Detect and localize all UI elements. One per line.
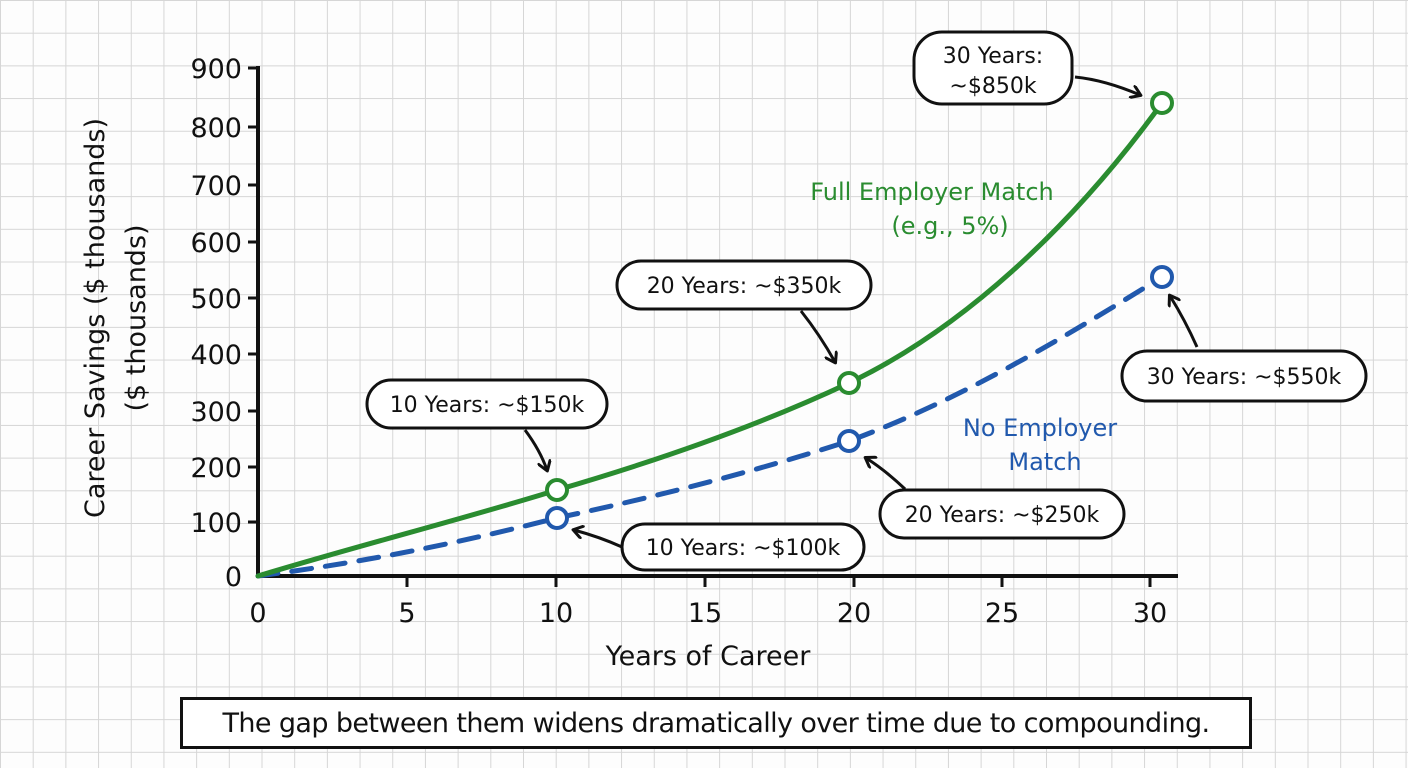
legend-no-match: No Employer Match xyxy=(963,414,1117,476)
callout-green-20: 20 Years: ~$350k xyxy=(615,259,873,362)
full-match-point-10 xyxy=(545,478,569,502)
y-tick-label: 400 xyxy=(190,340,242,371)
svg-text:10 Years: ~$100k: 10 Years: ~$100k xyxy=(646,536,841,561)
svg-text:30 Years: ~$550k: 30 Years: ~$550k xyxy=(1147,365,1342,390)
y-tick-label: 500 xyxy=(190,284,242,315)
svg-text:10 Years: ~$150k: 10 Years: ~$150k xyxy=(390,393,585,418)
no-match-label-line1: No Employer xyxy=(963,414,1117,442)
x-tick-label: 5 xyxy=(398,598,415,629)
callout-blue-20: 20 Years: ~$250k xyxy=(866,458,1126,540)
full-match-label-line1: Full Employer Match xyxy=(810,178,1054,206)
x-tick-label: 0 xyxy=(249,598,266,629)
arrow-icon xyxy=(523,429,547,470)
arrow-icon xyxy=(866,458,907,491)
svg-text:20 Years: ~$350k: 20 Years: ~$350k xyxy=(647,274,842,299)
x-ticks xyxy=(405,576,1152,587)
series-full-match xyxy=(255,91,1174,579)
full-match-label-line2: (e.g., 5%) xyxy=(891,212,1008,240)
y-tick-label: 300 xyxy=(190,397,242,428)
y-axis-title-line2: ($ thousands) xyxy=(121,224,152,411)
y-tick-label: 100 xyxy=(190,508,242,539)
callout-green-30: 30 Years: ~$850k xyxy=(912,30,1140,106)
no-match-point-10 xyxy=(545,506,569,530)
callout-blue-30: 30 Years: ~$550k xyxy=(1120,296,1368,403)
x-axis-title: Years of Career xyxy=(605,641,812,672)
x-tick-label: 10 xyxy=(539,598,573,629)
arrow-icon xyxy=(1074,75,1140,95)
no-match-point-20 xyxy=(837,429,861,453)
svg-text:20 Years: ~$250k: 20 Years: ~$250k xyxy=(905,503,1100,528)
svg-text:~$850k: ~$850k xyxy=(949,74,1036,99)
y-tick-label: 700 xyxy=(190,171,242,202)
x-tick-label: 20 xyxy=(837,598,871,629)
full-match-line xyxy=(255,100,1165,579)
y-tick-label: 600 xyxy=(190,228,242,259)
y-axis-title-line1: Career Savings ($ thousands) xyxy=(80,118,111,518)
full-match-point-30 xyxy=(1150,91,1174,115)
annotation-text: The gap between them widens dramatically… xyxy=(222,707,1210,739)
x-tick-label: 15 xyxy=(688,598,722,629)
y-tick-labels: 900 800 700 600 500 400 300 200 100 0 xyxy=(190,54,242,593)
axes: 900 800 700 600 500 400 300 200 100 0 0 … xyxy=(190,54,1178,672)
callout-green-10: 10 Years: ~$150k xyxy=(365,378,609,470)
arrow-icon xyxy=(1170,296,1199,348)
x-tick-label: 30 xyxy=(1133,598,1167,629)
y-axis-title: Career Savings ($ thousands) ($ thousand… xyxy=(80,118,152,518)
series-no-match xyxy=(255,265,1174,579)
y-tick-label: 0 xyxy=(225,562,242,593)
y-tick-label: 900 xyxy=(190,54,242,85)
x-tick-labels: 0 5 10 15 20 25 30 xyxy=(249,598,1167,629)
arrow-icon xyxy=(799,310,835,362)
full-match-point-20 xyxy=(837,371,861,395)
legend-full-match: Full Employer Match (e.g., 5%) xyxy=(810,178,1054,240)
callout-blue-10: 10 Years: ~$100k xyxy=(574,522,866,572)
no-match-line xyxy=(255,274,1165,579)
arrow-icon xyxy=(574,530,623,549)
svg-text:30 Years:: 30 Years: xyxy=(943,44,1043,69)
y-tick-label: 200 xyxy=(190,453,242,484)
x-tick-label: 25 xyxy=(985,598,1019,629)
no-match-point-30 xyxy=(1150,265,1174,289)
y-ticks xyxy=(248,125,258,524)
annotation-box: The gap between them widens dramatically… xyxy=(180,697,1252,749)
y-tick-label: 800 xyxy=(190,113,242,144)
no-match-label-line2: Match xyxy=(1008,448,1081,476)
